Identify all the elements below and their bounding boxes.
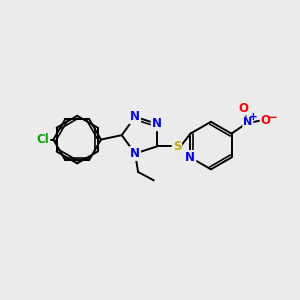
Text: Cl: Cl [37,133,50,146]
Text: O: O [238,102,248,115]
Text: O: O [261,114,271,128]
Text: N: N [152,117,162,130]
Text: N: N [243,117,253,128]
Text: −: − [268,111,278,124]
Text: S: S [173,140,181,153]
Text: N: N [185,151,195,164]
Text: N: N [130,147,140,160]
Text: N: N [130,110,140,123]
Text: +: + [249,112,258,122]
